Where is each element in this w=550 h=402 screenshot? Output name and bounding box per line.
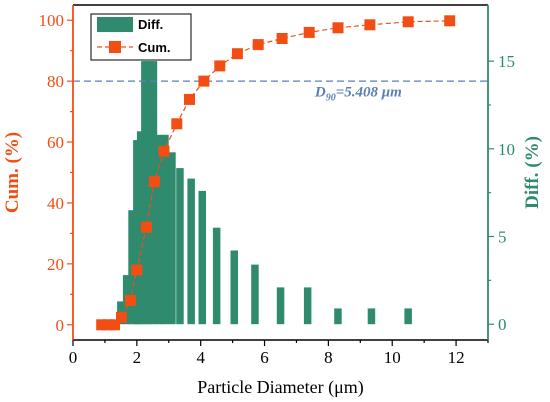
legend-marker-cum (109, 41, 121, 53)
cum-point (140, 221, 152, 233)
cum-point (252, 39, 264, 51)
cum-point (96, 319, 108, 331)
y-left-tick-label: 80 (47, 72, 64, 91)
diff-bar (303, 287, 312, 325)
cum-point (303, 26, 315, 38)
cum-point (125, 294, 136, 306)
y-left-tick-label: 40 (47, 194, 64, 213)
cum-point (158, 145, 170, 157)
cum-point (171, 118, 183, 130)
diff-bar (136, 131, 145, 325)
cum-point (109, 319, 120, 331)
y-left-tick-label: 100 (39, 11, 65, 30)
diff-bar (334, 308, 342, 325)
diff-bar (251, 264, 259, 325)
cum-point (102, 319, 114, 331)
diff-bar (145, 61, 153, 325)
cum-point (231, 48, 243, 60)
x-tick-label: 10 (384, 348, 401, 367)
legend-label-diff: Diff. (138, 17, 163, 32)
y-right-tick-label: 5 (498, 228, 507, 247)
y-left-axis-title: Cum. (%) (2, 132, 23, 213)
diff-bar (155, 134, 163, 325)
diff-bar (230, 250, 238, 325)
cum-point (332, 22, 344, 34)
diff-bars (117, 61, 412, 325)
diff-bar (276, 287, 285, 325)
x-tick-label: 8 (324, 348, 333, 367)
diff-bar (212, 227, 221, 325)
legend: Diff. Cum. (90, 13, 192, 61)
y-left-tick-label: 0 (56, 316, 65, 335)
diff-bar (187, 178, 195, 325)
diff-bar (133, 140, 141, 325)
x-tick-label: 0 (69, 348, 78, 367)
x-axis-title: Particle Diameter (μm) (197, 377, 364, 398)
diff-bar (141, 61, 149, 325)
cum-point (364, 19, 376, 31)
d90-annotation: D90=5.408 μm (314, 84, 402, 103)
cum-point (198, 75, 210, 87)
cum-point (214, 60, 226, 72)
x-tick-label: 4 (196, 348, 205, 367)
y-right-tick-label: 15 (498, 52, 515, 71)
legend-label-cum: Cum. (138, 40, 171, 55)
x-tick-label: 6 (260, 348, 269, 367)
y-right-axis-title: Diff. (%) (522, 136, 543, 209)
axes (67, 4, 494, 346)
cum-point (402, 16, 414, 28)
cum-line-layer (96, 15, 456, 331)
x-tick-label: 12 (448, 348, 465, 367)
diff-bar (367, 308, 376, 325)
y-left-tick-label: 60 (47, 133, 64, 152)
cum-point (276, 33, 288, 44)
y-left-tick-label: 20 (47, 255, 64, 274)
cum-point (148, 176, 160, 188)
diff-bar (161, 134, 169, 325)
x-tick-label: 2 (133, 348, 142, 367)
cum-point (131, 264, 143, 276)
cum-point (116, 311, 127, 323)
diff-bar (149, 61, 158, 325)
cum-point (444, 15, 456, 27)
diff-bar (176, 168, 184, 325)
legend-swatch-diff (97, 17, 133, 32)
diff-bar (168, 152, 176, 325)
y-right-tick-label: 0 (498, 315, 507, 334)
y-right-tick-label: 10 (498, 140, 515, 159)
diff-bar (404, 308, 412, 325)
tick-labels: 0 2 4 6 8 10 12 0 20 40 60 80 100 0 5 10 15 (39, 11, 516, 367)
diff-bar (198, 190, 206, 325)
cum-point (184, 93, 195, 105)
